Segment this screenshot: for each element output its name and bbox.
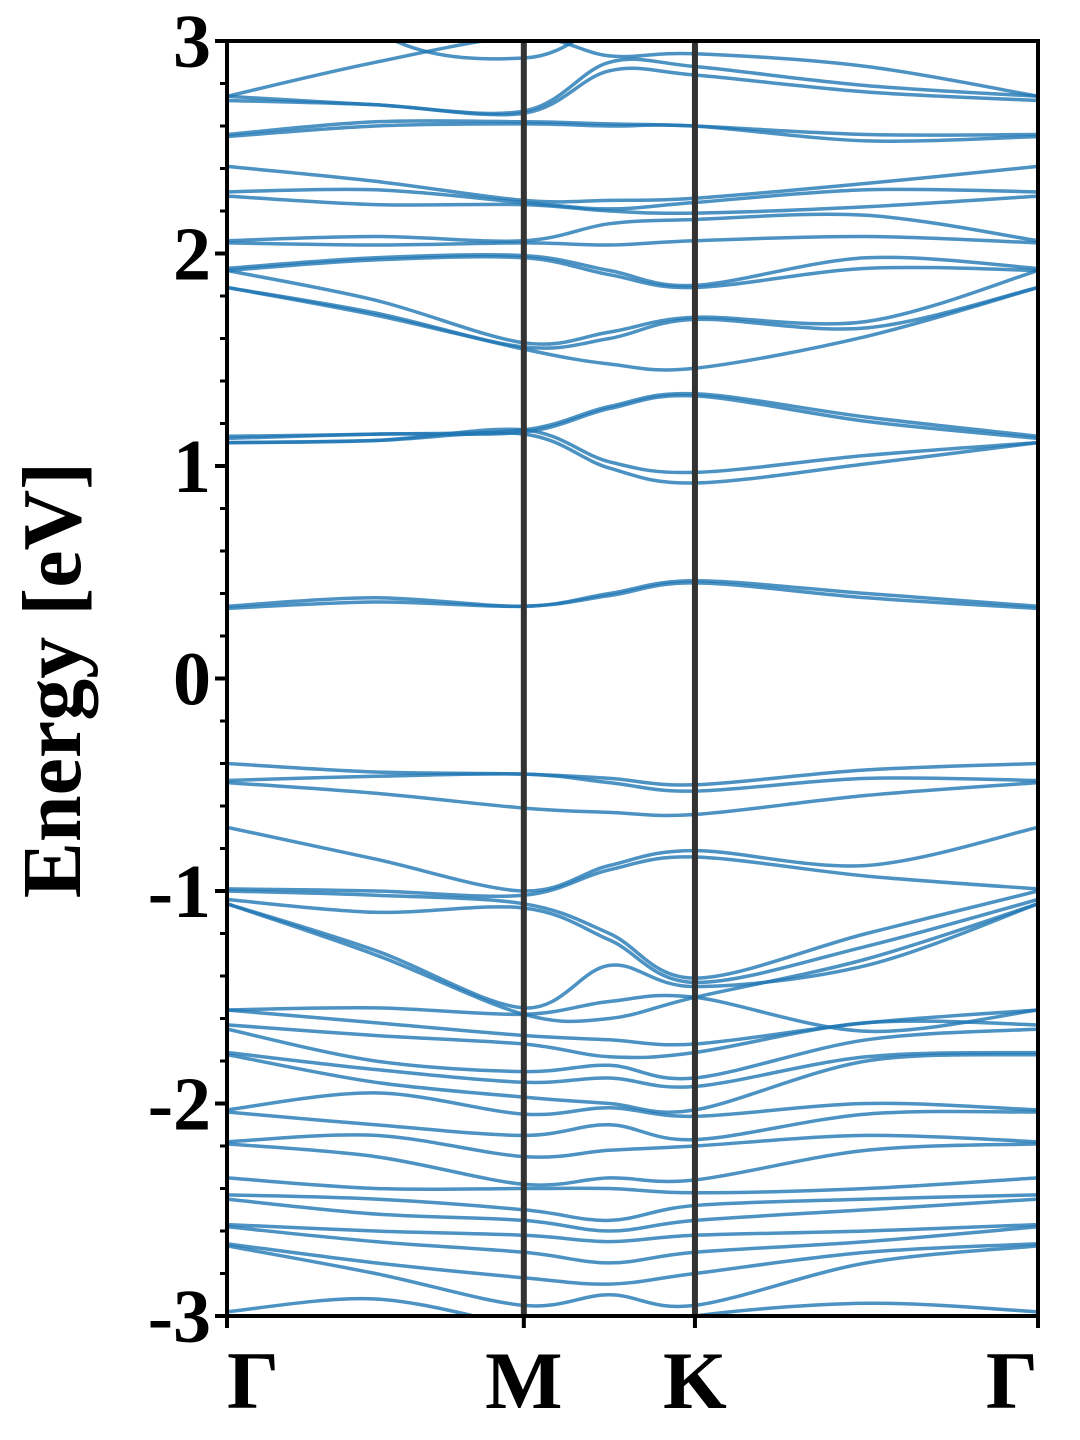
band-line-18 xyxy=(227,393,1038,441)
y-tick-label-1: 3 xyxy=(173,0,211,84)
kpoint-label-1: Γ xyxy=(227,1335,279,1426)
band-line-24 xyxy=(227,772,1038,793)
band-line-42 xyxy=(227,1176,1038,1195)
high-symmetry-dividers xyxy=(520,41,698,1316)
band-line-40 xyxy=(227,1133,1038,1159)
band-line-1 xyxy=(391,41,578,61)
band-line-28 xyxy=(227,889,1038,980)
kpoint-label-4: Γ xyxy=(986,1335,1038,1426)
band-line-4 xyxy=(227,66,1038,117)
band-line-25 xyxy=(227,780,1038,818)
band-line-23 xyxy=(227,761,1038,787)
band-line-11 xyxy=(227,234,1038,247)
band-line-27 xyxy=(227,855,1038,899)
y-tick-label-4: 0 xyxy=(173,638,211,722)
band-line-2 xyxy=(227,41,1038,99)
band-line-35 xyxy=(227,1027,1038,1081)
band-line-26 xyxy=(227,825,1038,893)
band-line-32 xyxy=(227,993,1038,1034)
band-line-44 xyxy=(227,1197,1038,1233)
band-line-8 xyxy=(227,187,1038,211)
band-line-39 xyxy=(227,1109,1038,1142)
band-line-21 xyxy=(227,579,1038,609)
band-line-38 xyxy=(227,1091,1038,1119)
band-line-15 xyxy=(227,285,1038,350)
plot-frame xyxy=(225,39,1040,1318)
y-tick-label-2: 2 xyxy=(173,213,211,297)
band-line-10 xyxy=(227,212,1038,243)
band-line-45 xyxy=(227,1222,1038,1244)
band-line-16 xyxy=(227,285,1038,372)
bands-group xyxy=(227,41,1038,1316)
band-line-7 xyxy=(227,164,1038,204)
band-line-43 xyxy=(227,1193,1038,1223)
y-tick-label-7: -3 xyxy=(148,1275,211,1359)
y-tick-label-6: -2 xyxy=(148,1063,211,1147)
band-line-13 xyxy=(227,255,1038,290)
band-line-47 xyxy=(227,1242,1038,1286)
band-line-48 xyxy=(227,1244,1038,1309)
band-line-5 xyxy=(227,118,1038,137)
y-tick-label-3: 1 xyxy=(173,425,211,509)
band-line-36 xyxy=(227,1050,1038,1089)
band-line-20 xyxy=(227,431,1038,485)
band-line-17 xyxy=(227,391,1038,439)
band-line-6 xyxy=(227,122,1038,143)
band-line-34 xyxy=(227,1019,1038,1060)
y-tick-label-5: -1 xyxy=(148,850,211,934)
band-line-31 xyxy=(227,902,1038,1024)
kpoint-label-2: M xyxy=(485,1335,562,1426)
band-line-9 xyxy=(227,194,1038,216)
band-line-22 xyxy=(227,581,1038,611)
band-line-29 xyxy=(227,897,1038,985)
band-line-14 xyxy=(227,268,1038,346)
y-axis-label: Energy [eV] xyxy=(6,462,99,898)
kpoint-label-3: K xyxy=(663,1335,727,1426)
band-line-30 xyxy=(227,902,1038,1010)
band-line-46 xyxy=(227,1225,1038,1265)
band-line-49 xyxy=(227,1296,1038,1316)
y-ticks: 3 2 1 0 -1 -2 -3 xyxy=(148,0,227,1359)
band-line-12 xyxy=(227,252,1038,288)
band-line-37 xyxy=(227,1052,1038,1114)
band-line-41 xyxy=(227,1142,1038,1187)
